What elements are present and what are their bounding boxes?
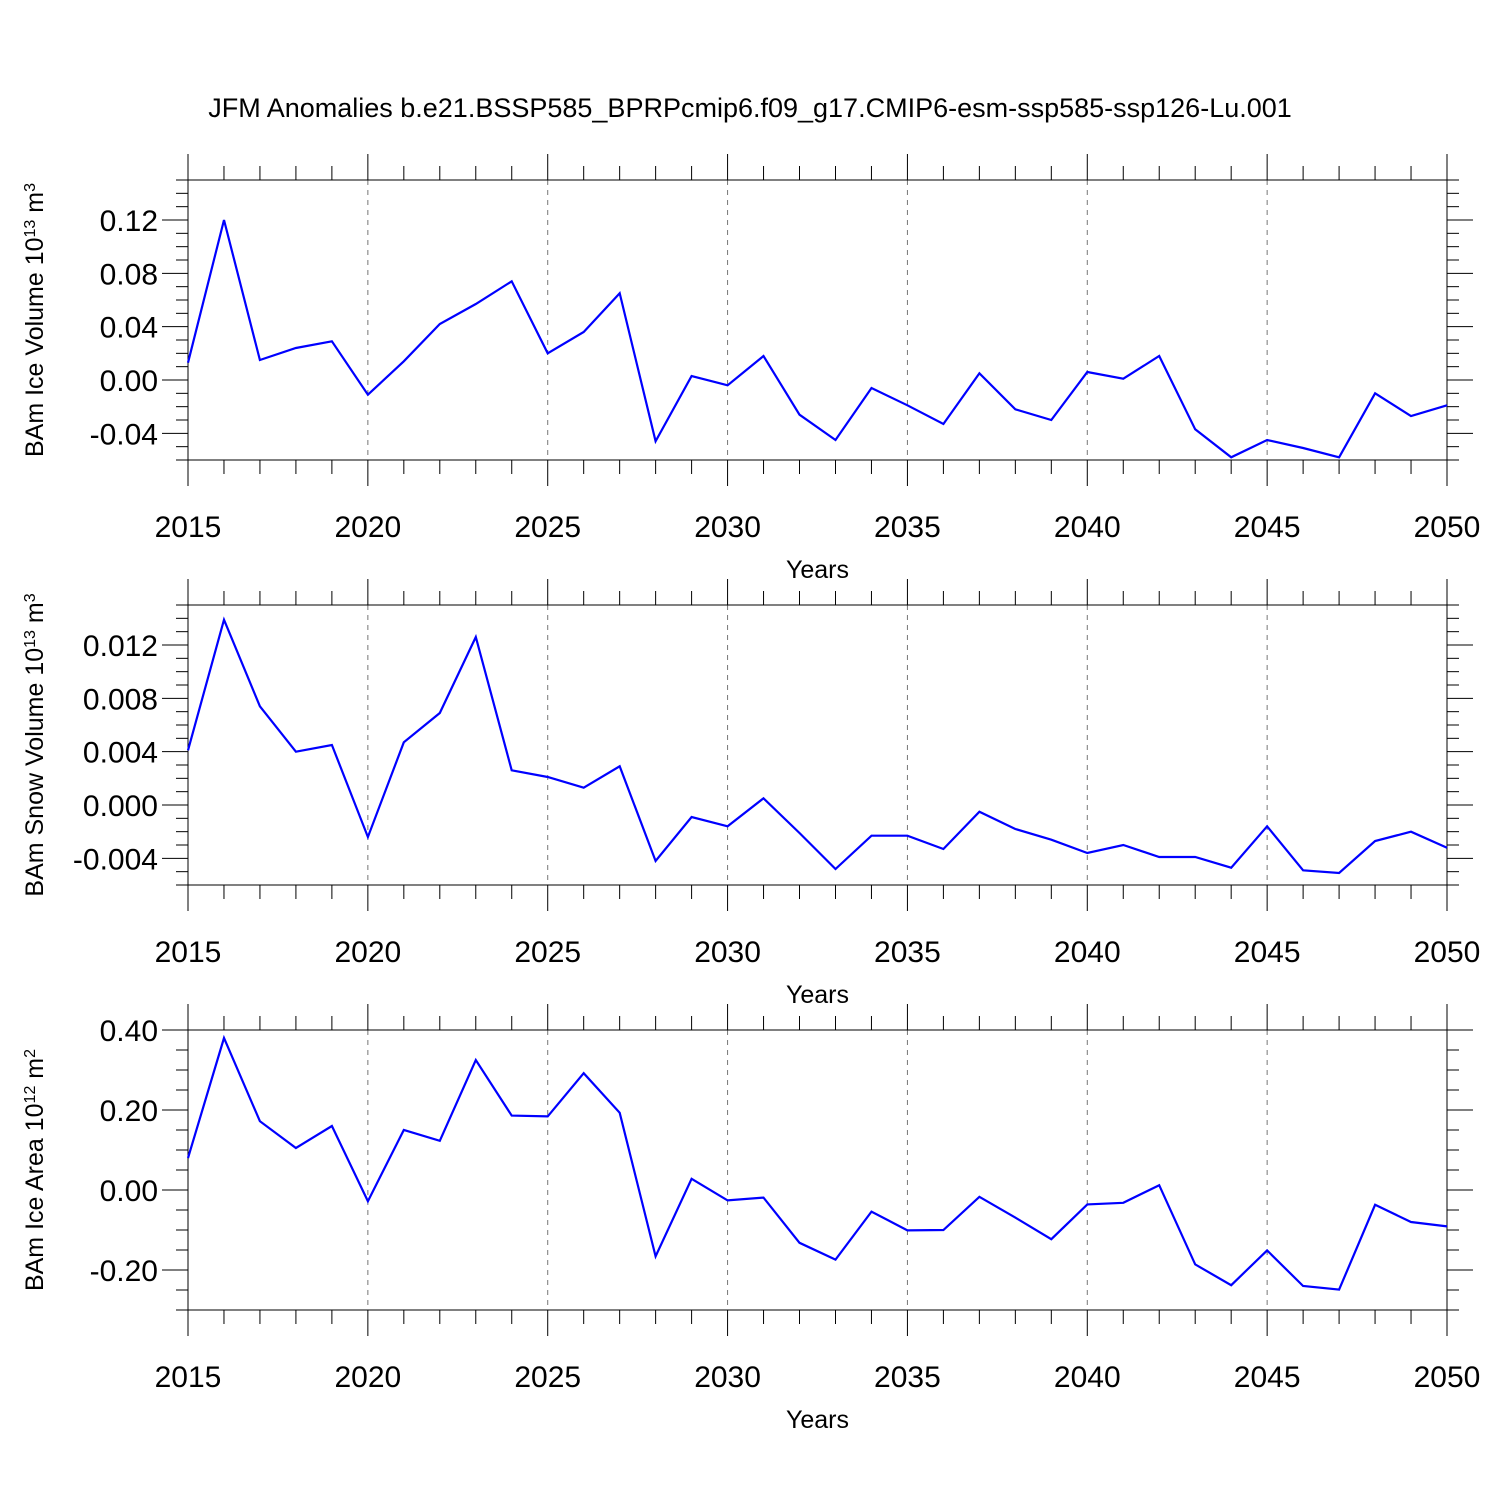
panel-snow-volume: -0.004 0.000 0.004 0.008 0.012 2015 2020 2025 20… xyxy=(21,579,1480,1009)
y-tick-label: -0.04 xyxy=(90,418,158,451)
x-axis-label: Years xyxy=(786,556,849,584)
y-axis-label: BAm Ice Area 1012 m2 xyxy=(21,1049,49,1291)
y-axis-label-exponent: 2 xyxy=(22,1049,39,1058)
y-tick-label: 0.08 xyxy=(100,258,158,291)
y-axis-label-exponent: 3 xyxy=(22,183,39,192)
x-tick-label: 2040 xyxy=(1054,936,1121,969)
x-tick-label: 2030 xyxy=(694,511,761,544)
y-tick-label: 0.008 xyxy=(83,683,158,716)
x-tick-label: 2035 xyxy=(874,1361,941,1394)
plot-frame xyxy=(187,604,1448,886)
y-tick-label: 0.00 xyxy=(100,365,158,398)
y-tick-label: 0.12 xyxy=(100,205,158,238)
x-tick-label: 2050 xyxy=(1414,1361,1481,1394)
x-tick-label: 2040 xyxy=(1054,511,1121,544)
x-tick-label: 2025 xyxy=(514,936,581,969)
x-tick-label: 2015 xyxy=(155,936,222,969)
y-tick-label: 0.004 xyxy=(83,737,158,770)
y-axis-label-part: BAm Ice Area 10 xyxy=(21,1103,49,1291)
y-tick-label: 0.04 xyxy=(100,312,158,345)
plot-frame xyxy=(187,1029,1448,1311)
y-tick-label: 0.012 xyxy=(83,630,158,663)
y-tick-label: 0.00 xyxy=(100,1175,158,1208)
y-axis-label-part: BAm Snow Volume 10 xyxy=(21,648,49,897)
x-axis-label: Years xyxy=(786,1406,849,1434)
chart-panels: -0.04 0.00 0.04 0.08 0.12 2015 2020 2025 2030 203… xyxy=(21,154,1480,1434)
x-tick-label: 2035 xyxy=(874,511,941,544)
x-tick-label: 2045 xyxy=(1234,936,1301,969)
y-tick-label: -0.004 xyxy=(73,843,158,876)
y-tick-label: 0.40 xyxy=(100,1015,158,1048)
chart-title: JFM Anomalies b.e21.BSSP585_BPRPcmip6.f0… xyxy=(208,93,1292,123)
y-axis-label-exponent: 3 xyxy=(22,593,39,602)
y-axis-label-part: m xyxy=(21,1058,49,1086)
x-tick-label: 2025 xyxy=(514,511,581,544)
y-axis-label: BAm Snow Volume 1013 m3 xyxy=(21,593,49,896)
x-axis-label: Years xyxy=(786,981,849,1009)
panel-ice-area: -0.20 0.00 0.20 0.40 2015 2020 2025 2030 2035 204… xyxy=(21,1004,1480,1434)
y-axis-label-part: BAm Ice Volume 10 xyxy=(21,237,49,457)
x-tick-label: 2030 xyxy=(694,936,761,969)
x-tick-label: 2015 xyxy=(155,1361,222,1394)
x-tick-label: 2025 xyxy=(514,1361,581,1394)
x-tick-label: 2045 xyxy=(1234,511,1301,544)
y-axis-label-exponent: 13 xyxy=(22,220,39,238)
x-tick-label: 2015 xyxy=(155,511,222,544)
y-axis-label-part: m xyxy=(21,192,49,220)
x-tick-label: 2020 xyxy=(334,511,401,544)
y-tick-label: 0.000 xyxy=(83,790,158,823)
x-tick-label: 2020 xyxy=(334,936,401,969)
series-line-ice-area xyxy=(186,1034,1448,1291)
series-line-ice-volume xyxy=(186,219,1448,459)
x-tick-label: 2020 xyxy=(334,1361,401,1394)
x-tick-label: 2050 xyxy=(1414,511,1481,544)
x-tick-label: 2045 xyxy=(1234,1361,1301,1394)
y-axis-label-exponent: 13 xyxy=(22,630,39,648)
y-tick-label: 0.20 xyxy=(100,1095,158,1128)
y-axis-label-part: m xyxy=(21,602,49,630)
x-tick-label: 2035 xyxy=(874,936,941,969)
panel-ice-volume: -0.04 0.00 0.04 0.08 0.12 2015 2020 2025 2030 203… xyxy=(21,154,1480,584)
y-axis-label: BAm Ice Volume 1013 m3 xyxy=(21,183,49,457)
y-tick-label: -0.20 xyxy=(90,1255,158,1288)
plot-frame xyxy=(187,179,1448,461)
y-axis-label-exponent: 12 xyxy=(22,1086,39,1104)
x-tick-label: 2040 xyxy=(1054,1361,1121,1394)
x-tick-label: 2030 xyxy=(694,1361,761,1394)
series-line-snow-volume xyxy=(186,616,1448,875)
x-tick-label: 2050 xyxy=(1414,936,1481,969)
